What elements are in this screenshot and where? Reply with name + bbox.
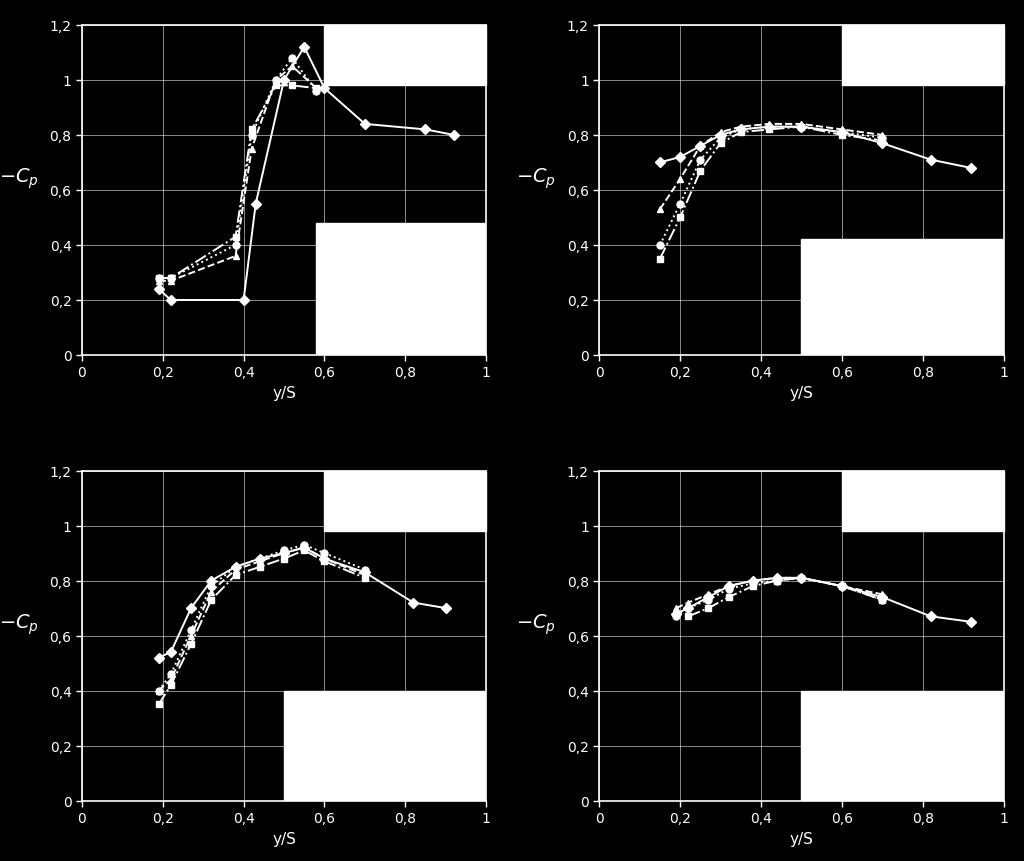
Y-axis label: $-C_p$: $-C_p$ (516, 611, 556, 636)
X-axis label: y/S: y/S (272, 831, 296, 846)
Bar (284, 691, 486, 801)
Bar (842, 471, 1004, 531)
Bar (325, 26, 486, 86)
Bar (842, 26, 1004, 86)
Y-axis label: $-C_p$: $-C_p$ (516, 166, 556, 190)
Bar (316, 224, 486, 356)
Bar (802, 691, 1004, 801)
X-axis label: y/S: y/S (790, 386, 813, 400)
Y-axis label: $-C_p$: $-C_p$ (0, 166, 39, 190)
X-axis label: y/S: y/S (272, 386, 296, 400)
Bar (802, 240, 1004, 356)
Y-axis label: $-C_p$: $-C_p$ (0, 611, 39, 636)
Bar (325, 471, 486, 531)
X-axis label: y/S: y/S (790, 831, 813, 846)
